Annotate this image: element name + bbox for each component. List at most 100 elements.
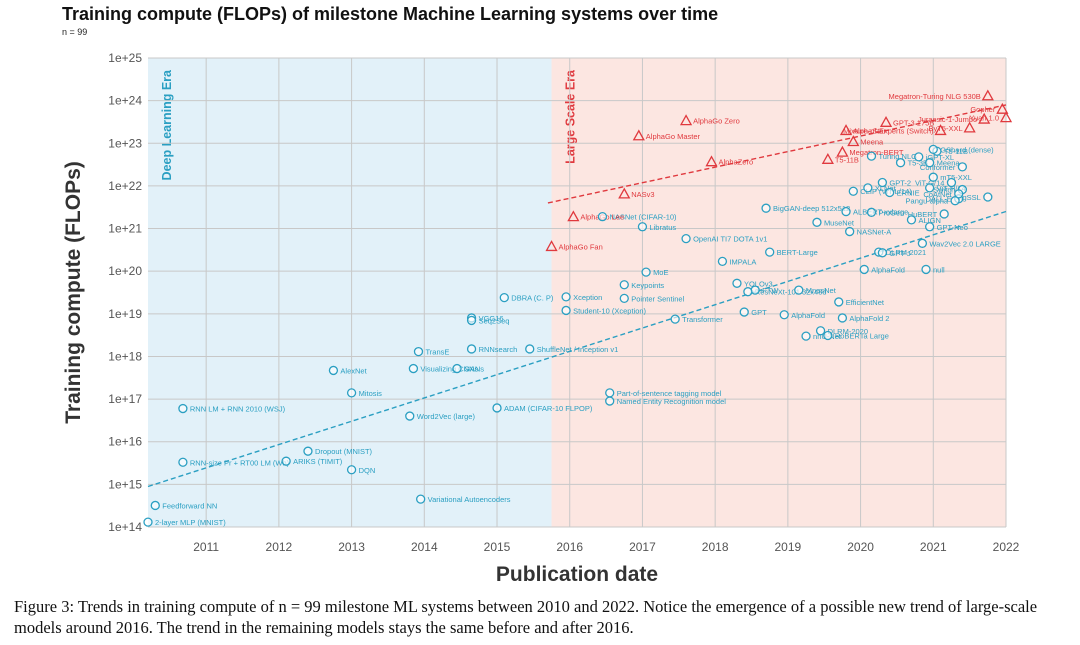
- data-label: OpenAI TI7 DOTA 1v1: [693, 235, 767, 244]
- data-point-triangle: [978, 112, 991, 124]
- data-label: FTW: [762, 286, 779, 295]
- data-point-circle: [845, 226, 855, 237]
- data-point-circle: [866, 151, 877, 161]
- data-label: MnasNet: [806, 286, 837, 295]
- data-point-circle: [717, 256, 728, 267]
- data-point-circle: [178, 403, 188, 414]
- era-backgrounds: Deep Learning Era Large Scale Era: [148, 58, 1006, 527]
- data-label: Meena: [860, 138, 884, 147]
- data-label: ERNIE: [897, 189, 920, 198]
- data-label: AlphaGo Fan: [559, 242, 603, 251]
- data-label: AlphaFold: [871, 265, 905, 274]
- data-point-circle: [597, 212, 608, 222]
- y-tick-label: 1e+14: [108, 520, 142, 534]
- data-label: Part-of-sentence tagging model: [617, 389, 722, 398]
- data-label: AlphaZero: [719, 158, 754, 167]
- data-label: IMPALA: [729, 257, 756, 266]
- data-label: Megatron-Turing NLG 530B: [889, 92, 981, 101]
- data-point-circle: [885, 187, 895, 198]
- x-tick-label: 2022: [993, 540, 1020, 554]
- data-point-circle: [925, 183, 935, 193]
- data-label: ShuffleNet / Inception v1: [537, 345, 619, 354]
- data-label: null: [933, 265, 945, 274]
- data-label: AlphaGo Zero: [693, 117, 740, 126]
- data-point-circle: [765, 247, 775, 257]
- data-point-circle: [492, 403, 502, 413]
- axes: 2011 2012 2013 2014 2015 2016 2017 2018 2019 2020…: [62, 51, 1020, 586]
- data-point-circle: [848, 186, 858, 196]
- data-label: Turing NLG: [878, 152, 917, 161]
- data-point-circle: [837, 313, 848, 323]
- data-label: ARIKS (TIMIT): [293, 457, 343, 466]
- y-axis-title: Training compute (FLOPs): [62, 161, 85, 424]
- data-point-circle: [681, 233, 691, 244]
- trend-line-large: [547, 104, 1007, 204]
- data-label: Visualizing CNNs: [420, 365, 478, 374]
- y-tick-label: 1e+20: [108, 264, 142, 278]
- data-label: GANs: [464, 365, 484, 374]
- data-label: XLNet: [875, 184, 897, 193]
- data-point-triangle: [545, 240, 558, 252]
- data-point-triangle: [847, 135, 860, 147]
- data-point-circle: [346, 465, 357, 475]
- data-label: GPT: [751, 308, 767, 317]
- data-label: ViT-H/14: [937, 184, 966, 193]
- data-point-circle: [877, 177, 888, 188]
- x-tick-label: 2016: [556, 540, 583, 554]
- data-point-circle: [466, 344, 477, 354]
- x-tick-label: 2012: [266, 540, 293, 554]
- data-point-circle: [281, 456, 291, 466]
- data-point-triangle: [679, 114, 693, 126]
- y-tick-label: 1e+17: [108, 392, 142, 406]
- data-point-circle: [605, 388, 615, 398]
- chart-subtitle: n = 99: [62, 27, 88, 37]
- data-point-circle: [917, 238, 928, 248]
- data-label: RNN-size Pr + RT00 LM (Wh): [190, 458, 290, 467]
- data-point-circle: [413, 346, 424, 357]
- data-label: AlphaFold: [791, 311, 825, 320]
- data-label: ResNeXt-101 32x48d: [755, 288, 827, 297]
- data-point-circle: [346, 388, 357, 398]
- data-point-circle: [921, 264, 931, 275]
- data-point-circle: [605, 396, 615, 406]
- data-label: ProGen: [878, 208, 904, 217]
- data-label: CoAtNet: [923, 190, 952, 199]
- data-point-circle: [499, 292, 509, 303]
- data-point-circle: [732, 278, 742, 288]
- data-label: AlphaStar: [853, 126, 886, 135]
- data-point-triangle: [567, 210, 580, 222]
- data-point-circle: [466, 315, 477, 326]
- data-label: Seq2Seq: [479, 316, 510, 325]
- data-point-circle: [143, 517, 153, 527]
- data-label: mT5-XXL: [940, 173, 972, 182]
- data-point-circle: [866, 207, 877, 217]
- y-tick-label: 1e+23: [108, 136, 142, 150]
- y-tick-label: 1e+18: [108, 349, 142, 363]
- data-label: AlphaGo Master: [646, 132, 701, 141]
- data-point-circle: [823, 330, 833, 341]
- point-labels: 2-layer MLP (MNIST) Feedforward NN RNN LM …: [155, 92, 1001, 527]
- data-point-triangle: [705, 155, 718, 167]
- data-point-circle: [416, 494, 426, 504]
- data-label: DALL-E: [925, 195, 951, 204]
- data-label: MoE: [653, 268, 668, 277]
- data-label: Mixture-of-Experts (Switch): [843, 126, 934, 135]
- data-point-triangle: [879, 115, 893, 127]
- data-point-circle: [812, 217, 822, 227]
- data-point-triangle: [839, 124, 853, 136]
- data-point-circle: [946, 177, 957, 188]
- trend-lines: [147, 104, 1007, 488]
- data-point-circle: [452, 363, 462, 374]
- data-point-triangle: [981, 89, 994, 101]
- data-label: Jurassic-1-Jumbo: [918, 115, 977, 124]
- data-point-triangle: [836, 145, 849, 157]
- data-point-circle: [914, 152, 924, 162]
- trend-line-deep: [147, 210, 1007, 488]
- data-point-circle: [739, 307, 749, 317]
- era-label: Large Scale Era: [564, 69, 578, 164]
- data-point-circle: [928, 144, 938, 155]
- data-point-circle: [303, 446, 313, 456]
- data-label: Megatron-BERT: [849, 148, 903, 157]
- data-label: Meena: [937, 159, 961, 168]
- data-label: ALIGN: [918, 216, 941, 225]
